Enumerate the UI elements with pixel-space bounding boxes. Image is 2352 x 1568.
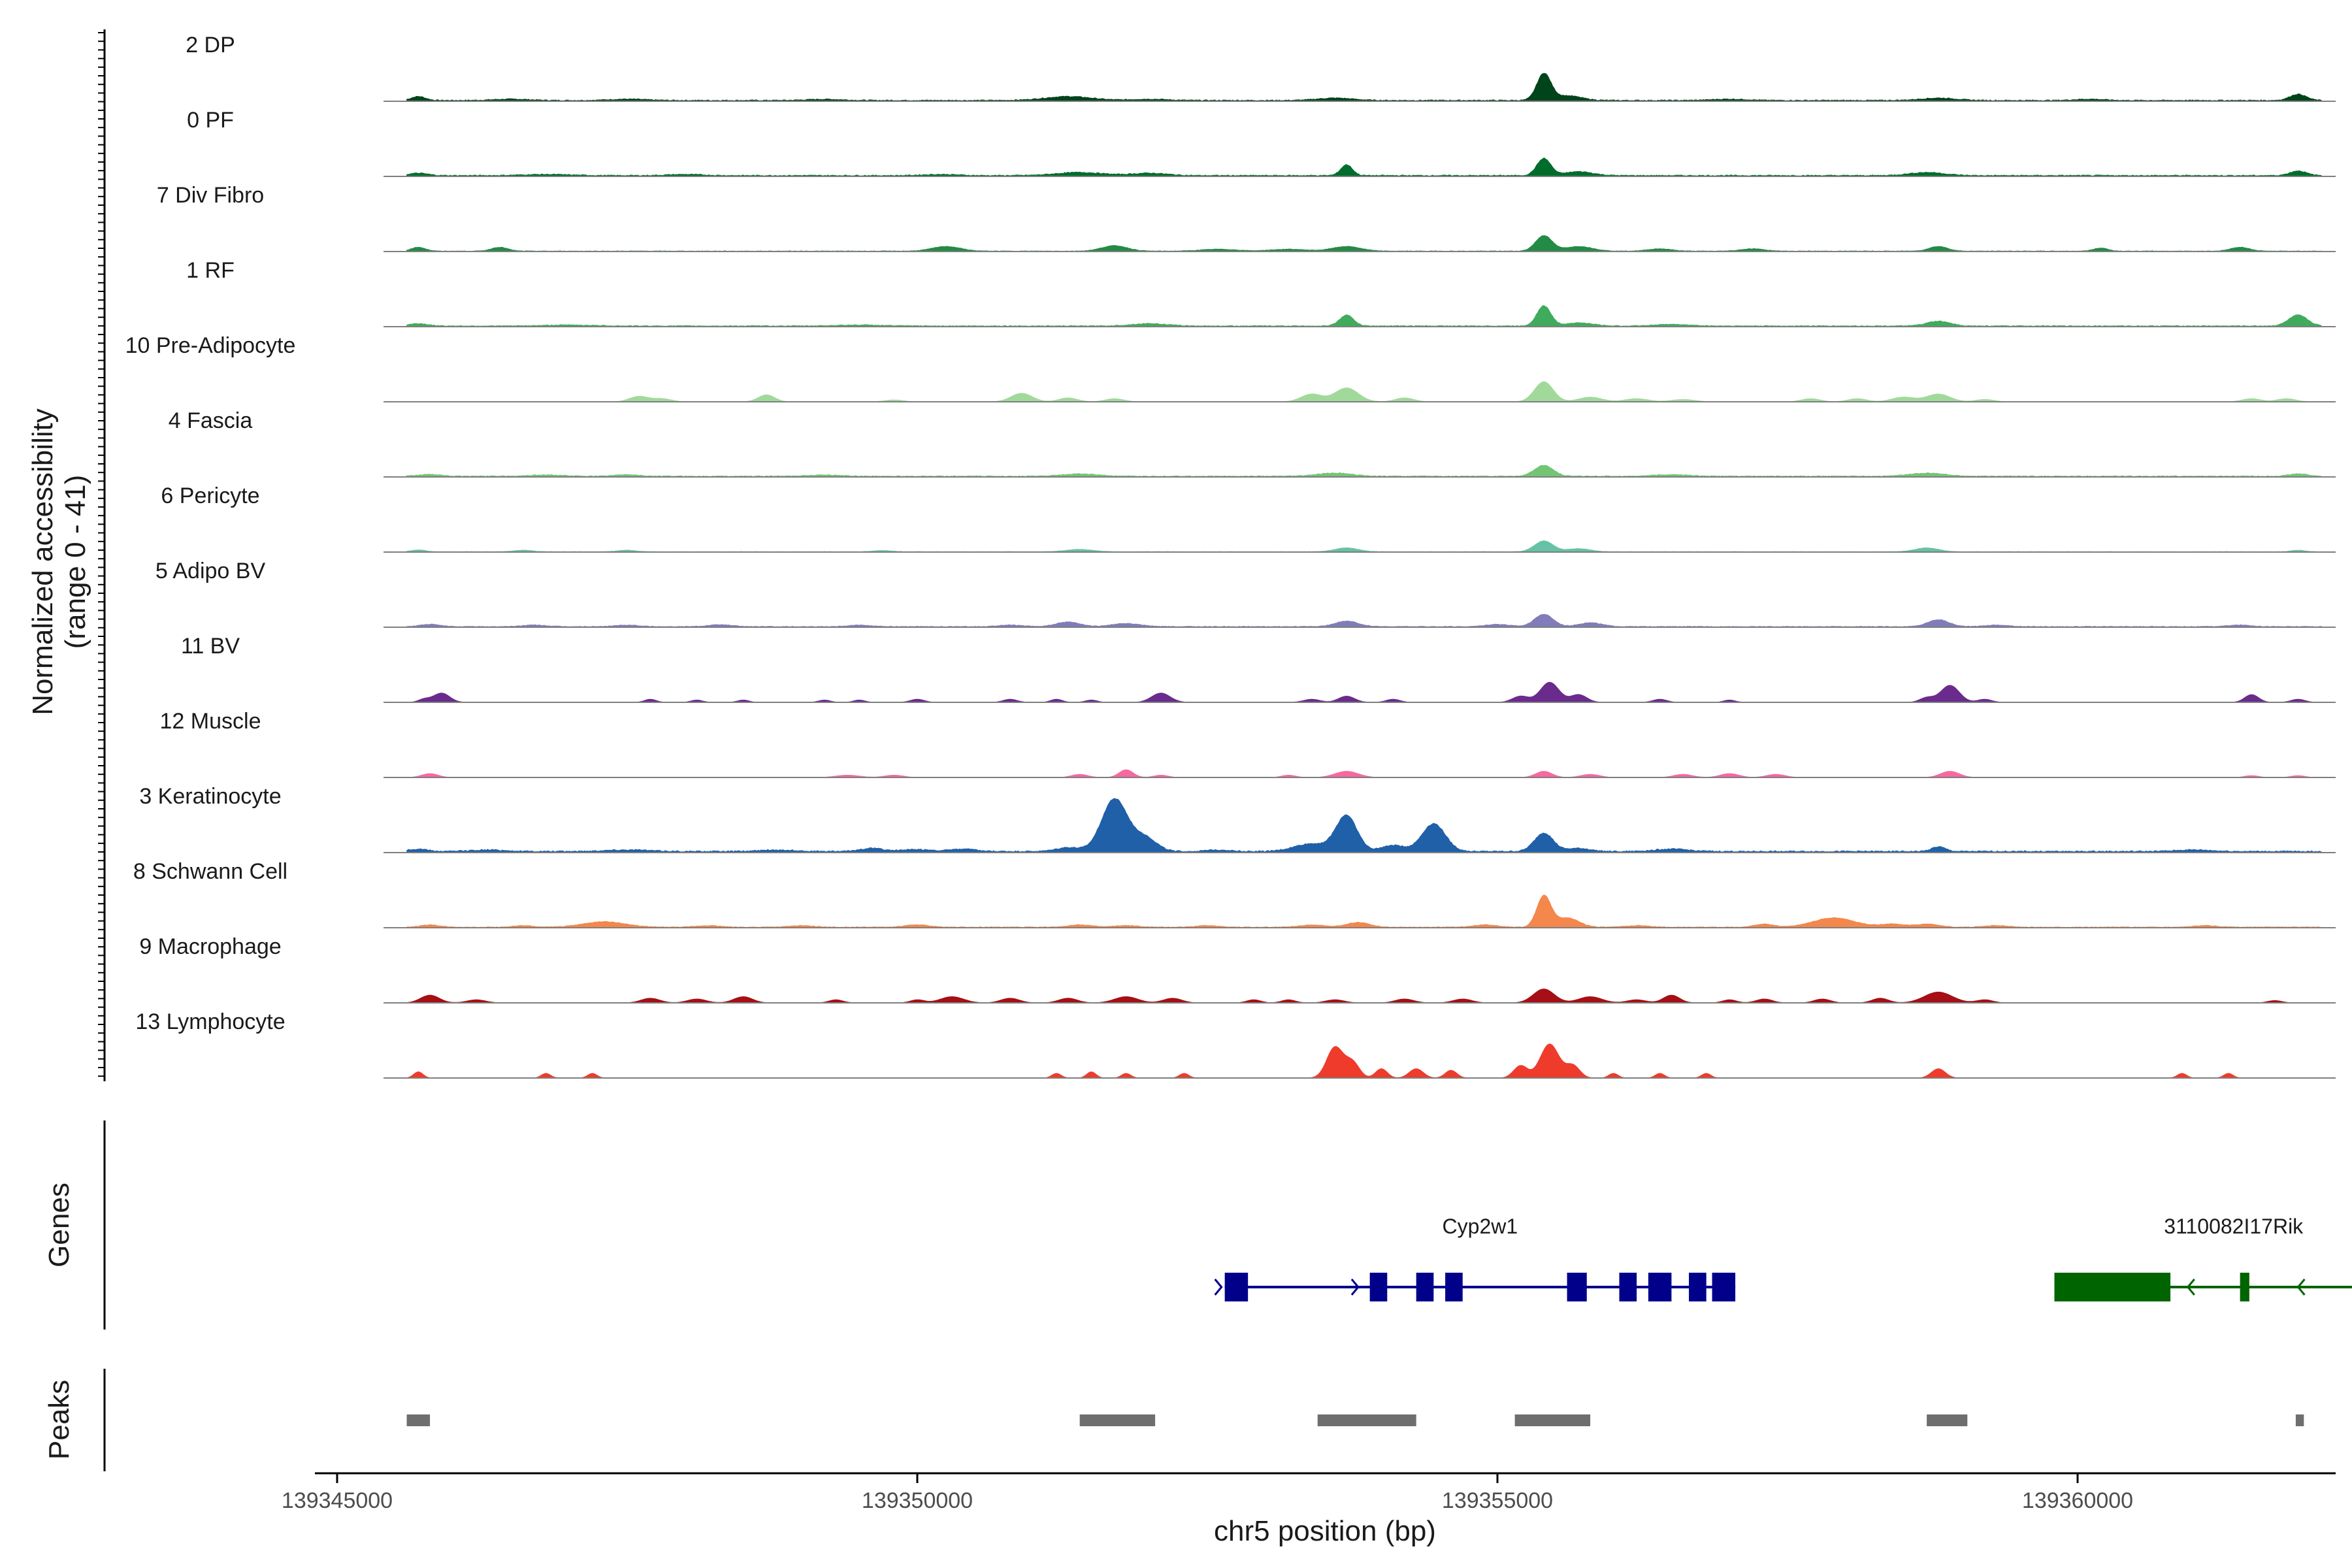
- strand-arrow: [1350, 1279, 1360, 1296]
- x-tick-label: 139345000: [282, 1488, 393, 1513]
- track-label: 6 Pericyte: [161, 483, 259, 508]
- track-label: 5 Adipo BV: [155, 559, 266, 583]
- gene-exon: [1369, 1273, 1388, 1301]
- gene-models: Cyp2w1 3110082I17Rik: [1214, 1215, 2352, 1301]
- track-3-keratinocyte: 3 Keratinocyte: [139, 784, 2336, 853]
- track-8-schwann-cell: 8 Schwann Cell: [133, 859, 2336, 928]
- x-tick-label: 139355000: [1442, 1488, 1553, 1513]
- coverage-area: [406, 613, 2322, 628]
- peaks-panel-label: Peaks: [43, 1380, 75, 1460]
- track-10-pre-adipocyte: 10 Pre-Adipocyte: [125, 333, 2336, 402]
- track-label: 0 PF: [187, 108, 234, 133]
- track-11-bv: 11 BV: [181, 634, 2336, 703]
- x-axis-title: chr5 position (bp): [1214, 1515, 1436, 1547]
- strand-arrow: [2186, 1279, 2195, 1296]
- track-label: 4 Fascia: [169, 408, 253, 433]
- track-9-macrophage: 9 Macrophage: [139, 934, 2336, 1004]
- gene-exon: [2240, 1273, 2249, 1301]
- gene-exon: [1224, 1273, 1249, 1301]
- coverage-area: [406, 894, 2322, 928]
- gene-exon: [1416, 1273, 1434, 1301]
- gene-label: Cyp2w1: [1443, 1215, 1518, 1238]
- strand-arrow: [2296, 1279, 2306, 1296]
- gene-exon: [1648, 1273, 1672, 1301]
- gene-exon: [1689, 1273, 1707, 1301]
- gene-cyp2w1: Cyp2w1: [1214, 1215, 1736, 1301]
- track-label: 13 Lymphocyte: [135, 1009, 285, 1034]
- x-axis: 139345000 139350000 139355000 139360000: [282, 1472, 2336, 1513]
- track-5-adipo-bv: 5 Adipo BV: [155, 559, 2336, 628]
- track-label: 1 RF: [186, 258, 235, 283]
- accessibility-tracks: 2 DP 0 PF 7 Div Fibro 1 RF 10 Pre-Adipocyte 4…: [125, 33, 2336, 1079]
- y-axis-range-note: (range 0 - 41): [59, 475, 91, 649]
- coverage-area: [406, 304, 2322, 327]
- track-label: 2 DP: [186, 33, 235, 57]
- gene-exon: [2054, 1273, 2171, 1301]
- track-13-lymphocyte: 13 Lymphocyte: [135, 1009, 2336, 1079]
- track-7-div-fibro: 7 Div Fibro: [157, 183, 2336, 252]
- track-label: 7 Div Fibro: [157, 183, 264, 208]
- track-label: 8 Schwann Cell: [133, 859, 287, 884]
- track-6-pericyte: 6 Pericyte: [161, 483, 2336, 553]
- genes-panel: Genes Cyp2w1 3110082I17Rik: [43, 1120, 2352, 1330]
- y-axis-title: Normalized accessibility: [27, 408, 59, 715]
- x-axis-ticks: 139345000 139350000 139355000 139360000: [282, 1473, 2133, 1513]
- track-label: 11 BV: [181, 634, 240, 659]
- gene-exon: [1445, 1273, 1463, 1301]
- y-axis: [98, 29, 106, 1081]
- track-0-pf: 0 PF: [187, 108, 2336, 177]
- peak-regions: [406, 1414, 2304, 1426]
- peak-region: [406, 1414, 431, 1426]
- track-label: 3 Keratinocyte: [139, 784, 281, 809]
- track-12-muscle: 12 Muscle: [160, 709, 2336, 778]
- gene-label: 3110082I17Rik: [2164, 1215, 2304, 1238]
- gene-exon: [1619, 1273, 1637, 1301]
- peak-region: [2295, 1414, 2304, 1426]
- peak-region: [1927, 1414, 1968, 1426]
- x-tick-label: 139350000: [862, 1488, 973, 1513]
- coverage-area: [406, 73, 2322, 102]
- track-label: 9 Macrophage: [139, 934, 281, 959]
- strand-arrow: [1214, 1279, 1223, 1296]
- coverage-area: [406, 157, 2322, 177]
- peak-region: [1514, 1414, 1591, 1426]
- peak-region: [1079, 1414, 1156, 1426]
- peaks-panel: Peaks: [43, 1369, 2304, 1471]
- gene-3110082i17rik: 3110082I17Rik: [2054, 1215, 2352, 1301]
- coverage-area: [406, 465, 2322, 478]
- track-label: 12 Muscle: [160, 709, 261, 734]
- coverage-area: [406, 798, 2322, 853]
- gene-exon: [1567, 1273, 1587, 1301]
- x-tick-label: 139360000: [2022, 1488, 2133, 1513]
- genes-panel-label: Genes: [43, 1183, 75, 1267]
- strand-arrow: [1693, 1279, 1702, 1296]
- y-axis-ticks: [98, 32, 105, 1077]
- track-2-dp: 2 DP: [186, 33, 2336, 102]
- track-1-rf: 1 RF: [186, 258, 2336, 327]
- track-4-fascia: 4 Fascia: [169, 408, 2336, 478]
- track-label: 10 Pre-Adipocyte: [125, 333, 296, 358]
- gene-exon: [1712, 1273, 1736, 1301]
- peak-region: [1317, 1414, 1416, 1426]
